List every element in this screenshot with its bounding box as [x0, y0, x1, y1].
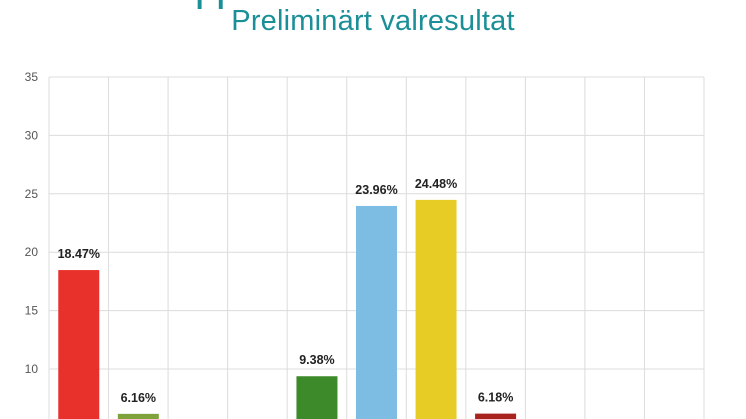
chart-subtitle: Preliminärt valresultat: [231, 5, 515, 37]
bar: [356, 205, 397, 419]
data-label: 18.47%: [58, 247, 100, 261]
data-label: 6.18%: [478, 391, 513, 405]
y-tick-label: 15: [25, 304, 39, 318]
y-tick-label: 20: [25, 245, 39, 259]
y-tick-label: 25: [25, 187, 39, 201]
bar: [296, 376, 338, 419]
chart-grid: [48, 76, 705, 419]
bar: [58, 270, 100, 419]
bar-series: [58, 199, 517, 419]
data-label: 23.96%: [355, 183, 397, 197]
y-tick-label: 35: [25, 70, 39, 84]
data-label: 9.38%: [299, 353, 334, 367]
y-axis: 10 15 20 25 30 35: [25, 70, 39, 376]
cropped-title-remnant: [ ]: [0, 0, 746, 9]
bar: [415, 199, 457, 419]
data-label: 24.48%: [415, 177, 457, 191]
y-tick-label: 30: [25, 128, 39, 142]
y-tick-label: 10: [25, 362, 39, 376]
bar: [117, 413, 159, 419]
data-label: 6.16%: [121, 391, 156, 405]
data-labels: 18.47% 6.16% 9.38% 23.96% 24.48% 6.18%: [58, 177, 514, 405]
bar: [475, 413, 517, 419]
cropped-title-glyphs: [ ]: [196, 0, 224, 9]
